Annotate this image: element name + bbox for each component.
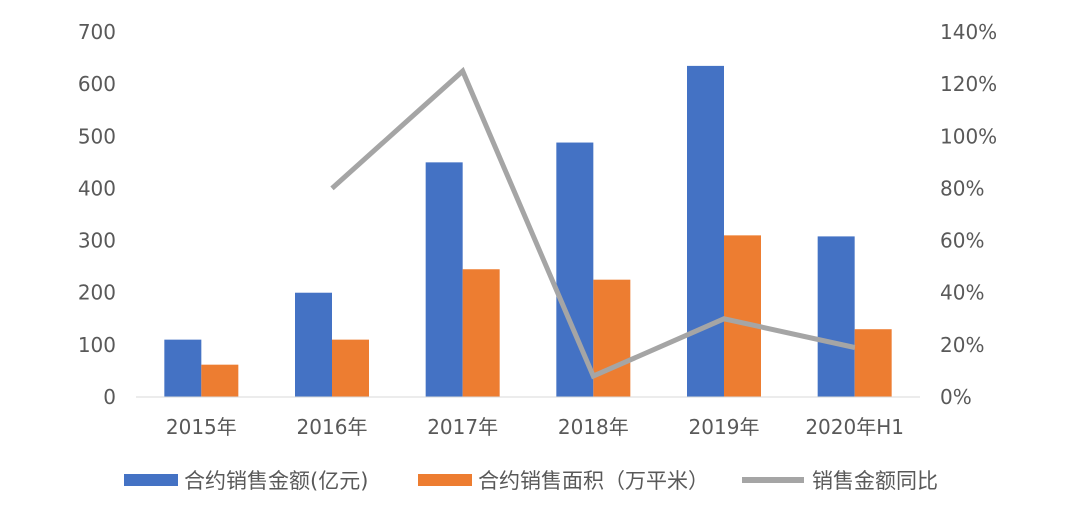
y-right-tick-label: 0% xyxy=(940,385,972,409)
line-layer xyxy=(330,66,856,380)
legend-label-0: 合约销售金额(亿元) xyxy=(184,469,368,493)
bars-layer xyxy=(164,65,892,398)
bar-sales-area-4 xyxy=(724,235,761,397)
y-left-tick-label: 400 xyxy=(78,176,116,200)
y-right-tick-label: 120% xyxy=(940,72,997,96)
bar-sales-amount-5 xyxy=(817,236,855,397)
y-left-tick-label: 0 xyxy=(103,385,116,409)
legend-swatch-0 xyxy=(124,474,178,486)
bar-sales-amount-0 xyxy=(164,339,202,397)
bar-sales-amount-1 xyxy=(295,292,332,397)
y-left-tick-label: 600 xyxy=(78,72,116,96)
y-left-tick-label: 300 xyxy=(78,229,116,253)
bar-sales-amount-3 xyxy=(556,142,594,397)
y-left-tick-label: 500 xyxy=(78,124,116,148)
x-axis: 2015年 2016年 2017年 2018年 2019年 2020年H1 xyxy=(166,415,904,439)
y-right-tick-label: 60% xyxy=(940,229,984,253)
bar-sales-area-1 xyxy=(332,339,369,397)
x-tick-label: 2017年 xyxy=(427,415,498,439)
y-right-axis: 0% 20% 40% 60% 80% 100% 120% 140% xyxy=(940,20,997,409)
x-tick-label: 2015年 xyxy=(166,415,237,439)
bar-sales-area-2 xyxy=(462,269,500,397)
y-left-tick-label: 200 xyxy=(78,281,116,305)
bar-sales-area-3 xyxy=(593,279,631,397)
y-left-tick-label: 700 xyxy=(78,20,116,44)
y-right-tick-label: 140% xyxy=(940,20,997,44)
x-tick-label: 2019年 xyxy=(689,415,760,439)
x-tick-label: 2020年H1 xyxy=(805,415,904,439)
y-left-axis: 0 100 200 300 400 500 600 700 xyxy=(78,20,116,409)
legend-label-1: 合约销售面积（万平米） xyxy=(478,469,709,493)
y-right-tick-label: 20% xyxy=(940,333,984,357)
y-left-tick-label: 100 xyxy=(78,333,116,357)
legend: 合约销售金额(亿元) 合约销售面积（万平米） 销售金额同比 xyxy=(124,469,938,493)
y-right-tick-label: 40% xyxy=(940,281,984,305)
x-tick-label: 2018年 xyxy=(558,415,629,439)
y-right-tick-label: 100% xyxy=(940,124,997,148)
legend-swatch-1 xyxy=(418,474,472,486)
y-right-tick-label: 80% xyxy=(940,176,984,200)
bar-sales-area-5 xyxy=(854,329,892,397)
bar-sales-area-0 xyxy=(201,364,239,397)
bar-sales-amount-2 xyxy=(425,162,463,397)
legend-label-2: 销售金额同比 xyxy=(812,469,938,493)
x-tick-label: 2016年 xyxy=(297,415,368,439)
line-sales-yoy xyxy=(330,66,856,380)
bar-sales-amount-4 xyxy=(687,65,724,398)
